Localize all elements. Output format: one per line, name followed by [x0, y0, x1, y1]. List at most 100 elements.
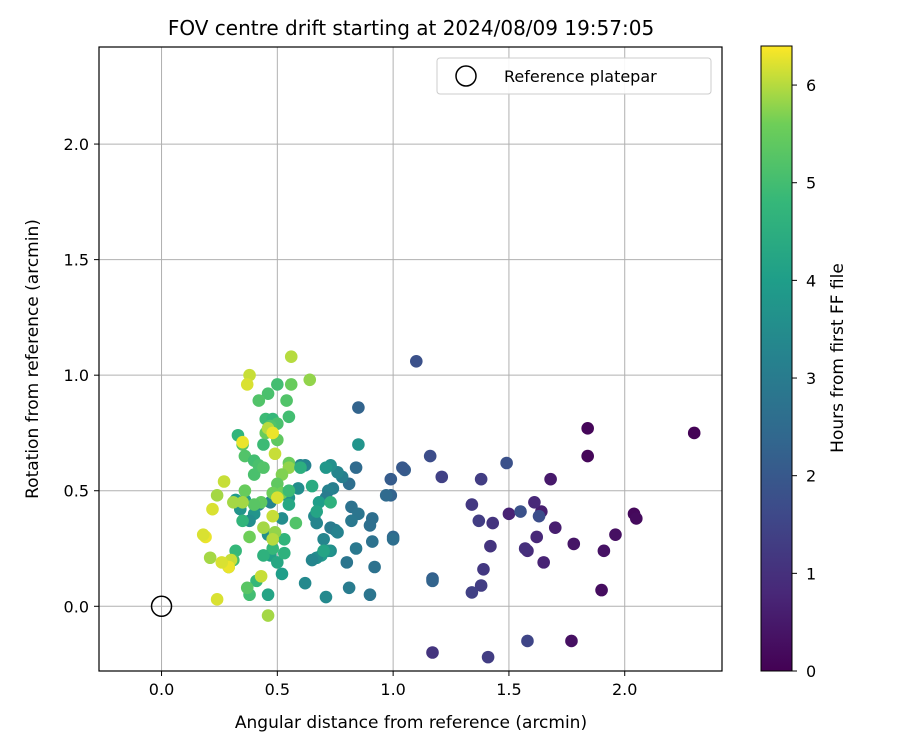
- data-point: [203, 551, 217, 565]
- data-point: [518, 542, 532, 555]
- data-point: [252, 394, 266, 407]
- colorbar-tick-label: 6: [806, 76, 816, 95]
- data-point: [271, 556, 284, 569]
- data-point: [528, 495, 541, 509]
- data-point: [282, 410, 296, 424]
- x-axis-label: Angular distance from reference (arcmin): [235, 713, 587, 733]
- colorbar-tick-label: 1: [806, 564, 816, 583]
- data-point: [532, 509, 546, 523]
- data-point: [210, 593, 224, 606]
- data-point: [514, 505, 527, 518]
- y-axis-ticks: 0.0 0.5 1.0 1.5 2.0: [64, 135, 99, 616]
- data-point: [486, 516, 500, 530]
- data-point: [331, 526, 344, 539]
- colorbar-tick-label: 4: [806, 271, 816, 290]
- data-point: [544, 472, 557, 486]
- data-point: [294, 461, 307, 474]
- data-point: [282, 498, 296, 511]
- data-point: [247, 468, 261, 481]
- data-point: [206, 502, 219, 516]
- data-point: [289, 516, 303, 530]
- data-point: [310, 505, 324, 518]
- data-point: [349, 461, 363, 474]
- data-point: [379, 489, 393, 502]
- data-point: [236, 514, 249, 528]
- x-tick-label: 0.0: [149, 680, 174, 699]
- colorbar-ticks: 0 1 2 3 4 5 6: [792, 76, 816, 681]
- data-point: [368, 560, 381, 574]
- legend-marker-reference-platepar: [455, 65, 477, 87]
- data-point: [521, 634, 534, 648]
- data-point: [324, 495, 337, 509]
- data-point: [240, 378, 254, 391]
- y-tick-label: 2.0: [64, 135, 89, 154]
- colorbar: 0 1 2 3 4 5 6 Hours from first FF file: [760, 45, 848, 681]
- data-point: [609, 528, 622, 541]
- data-point: [342, 581, 356, 595]
- data-point: [349, 542, 363, 555]
- chart-title: FOV centre drift starting at 2024/08/09 …: [168, 16, 654, 40]
- data-point: [630, 512, 643, 525]
- grid-lines: [99, 47, 722, 671]
- y-tick-label: 1.0: [64, 366, 89, 385]
- data-point: [257, 549, 270, 562]
- plot-area-frame: [98, 46, 723, 672]
- data-point: [261, 609, 275, 622]
- data-point: [271, 491, 284, 504]
- colorbar-tick-label: 5: [806, 174, 816, 193]
- data-point: [284, 350, 298, 363]
- colorbar-tick-label: 2: [806, 467, 816, 486]
- legend-label: Reference platepar: [504, 67, 657, 86]
- data-point: [474, 579, 488, 592]
- x-tick-label: 1.0: [380, 680, 405, 699]
- data-point: [317, 544, 330, 558]
- data-point: [396, 461, 409, 474]
- colorbar-label: Hours from first FF file: [828, 263, 848, 453]
- data-point: [484, 539, 497, 553]
- data-point: [280, 394, 293, 407]
- data-point: [305, 553, 319, 567]
- data-point: [257, 521, 270, 535]
- data-point: [254, 569, 268, 583]
- data-point: [363, 588, 377, 602]
- data-point: [305, 479, 319, 493]
- legend-box: [436, 57, 712, 95]
- data-point: [426, 646, 439, 659]
- data-point: [243, 530, 256, 544]
- data-point: [271, 378, 284, 391]
- data-point: [277, 532, 291, 546]
- y-tick-label: 0.5: [64, 482, 89, 501]
- data-point: [257, 438, 270, 451]
- data-point: [581, 422, 594, 435]
- data-point: [435, 470, 449, 484]
- data-point: [345, 514, 358, 528]
- data-point: [266, 542, 279, 555]
- data-point: [597, 544, 611, 558]
- data-point: [352, 401, 365, 414]
- data-point: [548, 521, 562, 535]
- data-point: [477, 563, 490, 576]
- data-point: [481, 650, 495, 664]
- data-point: [581, 449, 594, 463]
- data-point: [217, 475, 231, 488]
- data-points: [150, 350, 701, 664]
- y-tick-label: 1.5: [64, 251, 89, 270]
- data-point: [268, 447, 282, 461]
- data-point: [317, 532, 330, 546]
- y-axis-label: Rotation from reference (arcmin): [23, 219, 43, 499]
- x-tick-label: 2.0: [612, 680, 637, 699]
- data-point: [236, 495, 249, 509]
- data-point: [257, 461, 270, 474]
- data-point: [261, 588, 275, 602]
- data-point: [352, 438, 365, 451]
- data-point: [215, 556, 229, 569]
- data-point: [277, 546, 291, 560]
- data-point: [210, 489, 224, 502]
- data-point: [567, 537, 581, 551]
- data-point: [423, 449, 437, 463]
- data-point: [275, 567, 289, 581]
- data-point: [465, 586, 479, 599]
- data-point: [282, 484, 296, 498]
- data-point: [319, 590, 333, 604]
